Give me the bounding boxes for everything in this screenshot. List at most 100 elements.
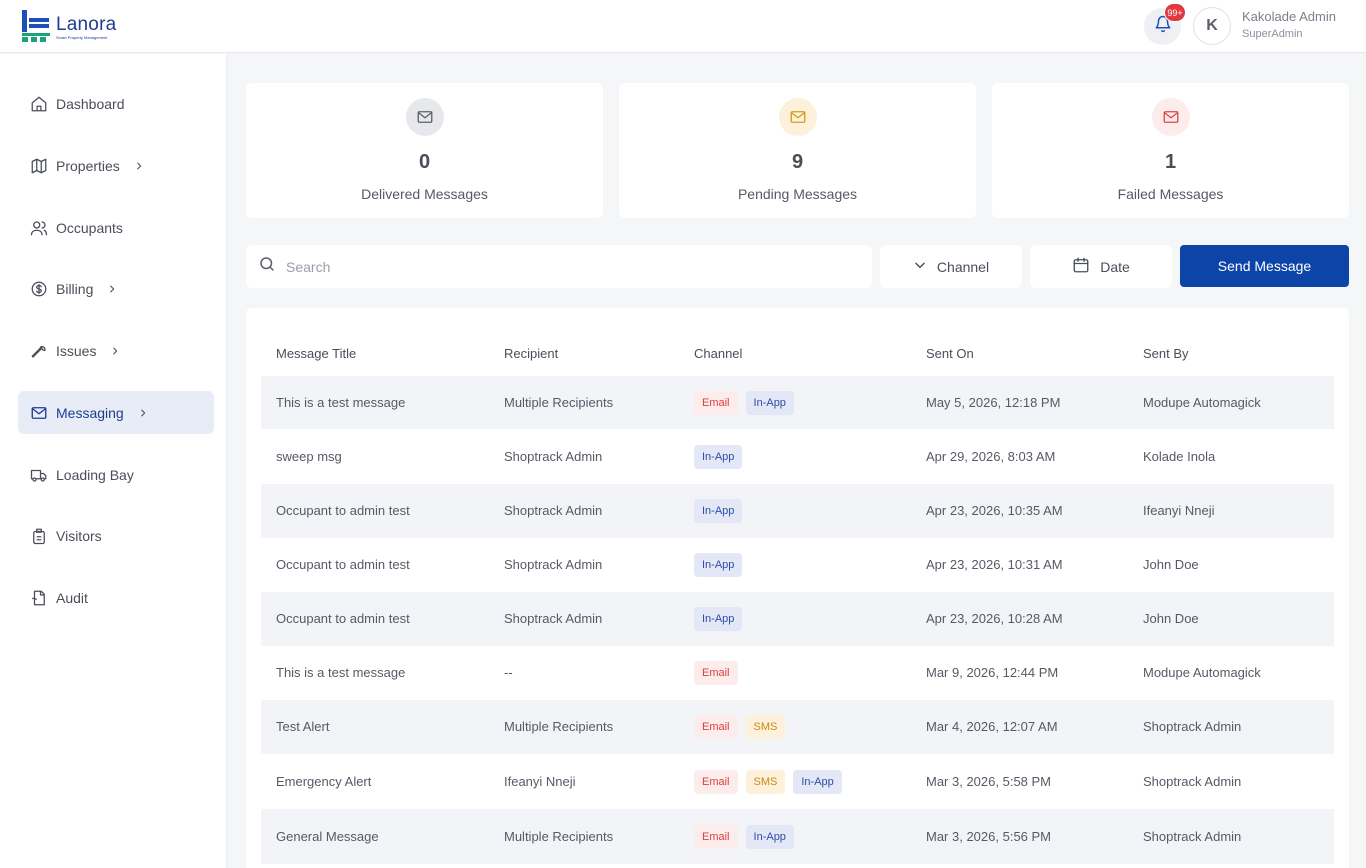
channel-chips: Email SMS <box>694 715 786 739</box>
stat-card-failed: 1 Failed Messages <box>992 83 1349 218</box>
sent-on: Mar 4, 2026, 12:07 AM <box>926 719 1058 734</box>
channel-filter-dropdown[interactable]: Channel <box>880 245 1022 288</box>
sidebar: Dashboard Properties Occupants Billing Issue… <box>0 54 227 868</box>
map-icon <box>30 157 48 175</box>
sidebar-item-label: Audit <box>56 589 88 606</box>
stat-value: 9 <box>791 151 804 173</box>
sidebar-item-dashboard[interactable]: Dashboard <box>18 82 214 125</box>
table-row[interactable]: Occupant to admin test Shoptrack Admin In-… <box>261 538 1334 592</box>
message-title: This is a test message <box>276 665 406 680</box>
calendar-icon <box>1072 256 1090 277</box>
column-header-channel[interactable]: Channel <box>694 346 743 361</box>
recipient: Shoptrack Admin <box>504 611 603 626</box>
channel-chips: In-App <box>694 607 743 631</box>
column-header-sent-on[interactable]: Sent On <box>926 346 974 361</box>
document-icon <box>30 589 48 607</box>
date-filter-button[interactable]: Date <box>1030 245 1172 288</box>
sent-by: Modupe Automagick <box>1143 395 1261 410</box>
column-header-recipient[interactable]: Recipient <box>504 346 559 361</box>
recipient: Shoptrack Admin <box>504 449 603 464</box>
channel-chip-inapp: In-App <box>745 825 794 849</box>
channel-chip-inapp: In-App <box>694 553 743 577</box>
sidebar-item-label: Messaging <box>56 404 124 421</box>
channel-chips: In-App <box>694 445 743 469</box>
table-header: Message Title Recipient Channel Sent On … <box>261 346 1334 366</box>
logo[interactable]: Lanora Smart Property Management <box>22 10 116 42</box>
logo-name: Lanora <box>56 14 117 35</box>
sidebar-item-label: Issues <box>56 342 97 359</box>
avatar[interactable]: K <box>1193 7 1231 45</box>
channel-chips: Email <box>694 661 738 685</box>
table-row[interactable]: Occupant to admin test Shoptrack Admin In-… <box>261 592 1334 646</box>
sent-by: John Doe <box>1143 611 1199 626</box>
sidebar-item-label: Billing <box>56 280 94 297</box>
channel-chip-inapp: In-App <box>793 770 842 794</box>
column-header-title[interactable]: Message Title <box>276 346 357 361</box>
channel-chip-inapp: In-App <box>694 499 743 523</box>
channel-chip-sms: SMS <box>745 770 786 794</box>
table-row[interactable]: Emergency Alert Ifeanyi Nneji Email SMS In-A… <box>261 754 1334 809</box>
user-role: SuperAdmin <box>1242 28 1303 40</box>
channel-chips: Email In-App <box>694 825 794 849</box>
stat-label: Failed Messages <box>1117 186 1224 202</box>
sidebar-item-label: Loading Bay <box>56 466 134 483</box>
table-row[interactable]: General Message Multiple Recipients Email I… <box>261 809 1334 864</box>
sent-on: Apr 23, 2026, 10:35 AM <box>926 503 1063 518</box>
user-name[interactable]: Kakolade Admin <box>1242 9 1336 24</box>
stat-value: 1 <box>1164 151 1177 173</box>
message-title: Occupant to admin test <box>276 611 410 626</box>
recipient: -- <box>504 665 513 680</box>
column-header-sent-by[interactable]: Sent By <box>1143 346 1189 361</box>
sidebar-item-visitors[interactable]: Visitors <box>18 514 214 557</box>
sidebar-item-audit[interactable]: Audit <box>18 576 214 619</box>
recipient: Multiple Recipients <box>504 719 614 734</box>
sidebar-item-messaging[interactable]: Messaging <box>18 391 214 434</box>
sidebar-item-loading-bay[interactable]: Loading Bay <box>18 453 214 496</box>
sent-by: Shoptrack Admin <box>1143 829 1242 844</box>
sent-on: Mar 3, 2026, 5:58 PM <box>926 774 1052 789</box>
logo-tagline: Smart Property Management <box>56 35 108 40</box>
message-title: Test Alert <box>276 719 330 734</box>
table-row[interactable]: sweep msg Shoptrack Admin In-App Apr 29, 20… <box>261 429 1334 484</box>
sent-by: Kolade Inola <box>1143 449 1216 464</box>
table-row[interactable]: Occupant to admin test Shoptrack Admin In-… <box>261 484 1334 538</box>
users-icon <box>30 219 48 237</box>
chevron-right-icon <box>138 408 148 418</box>
channel-chip-sms: SMS <box>745 715 786 739</box>
recipient: Multiple Recipients <box>504 395 614 410</box>
recipient: Shoptrack Admin <box>504 557 603 572</box>
badge-icon <box>30 527 48 545</box>
channel-chip-inapp: In-App <box>694 607 743 631</box>
sent-on: Mar 9, 2026, 12:44 PM <box>926 665 1059 680</box>
search-box[interactable] <box>246 245 872 288</box>
table-row[interactable]: Test Alert Multiple Recipients Email SMS Mar… <box>261 700 1334 754</box>
send-message-button[interactable]: Send Message <box>1180 245 1349 287</box>
stat-card-pending: 9 Pending Messages <box>619 83 976 218</box>
message-title: This is a test message <box>276 395 406 410</box>
channel-filter-label: Channel <box>936 258 990 275</box>
search-input[interactable] <box>286 258 846 275</box>
sent-on: Apr 29, 2026, 8:03 AM <box>926 449 1056 464</box>
channel-chip-email: Email <box>694 770 738 794</box>
sidebar-item-occupants[interactable]: Occupants <box>18 206 214 249</box>
chevron-right-icon <box>107 284 117 294</box>
mail-icon <box>778 98 817 136</box>
channel-chip-email: Email <box>694 715 738 739</box>
channel-chip-email: Email <box>694 661 738 685</box>
channel-chip-email: Email <box>694 825 738 849</box>
sidebar-item-billing[interactable]: Billing <box>18 267 214 310</box>
sidebar-item-issues[interactable]: Issues <box>18 329 214 372</box>
sent-on: May 5, 2026, 12:18 PM <box>926 395 1061 410</box>
sidebar-item-label: Visitors <box>56 527 102 544</box>
table-row[interactable]: This is a test message Multiple Recipient… <box>261 376 1334 429</box>
table-row[interactable]: This is a test message -- Email Mar 9, 2026… <box>261 646 1334 700</box>
message-title: Emergency Alert <box>276 774 372 789</box>
sidebar-item-properties[interactable]: Properties <box>18 144 214 187</box>
wrench-icon <box>30 342 48 360</box>
channel-chip-inapp: In-App <box>745 391 794 415</box>
mail-icon <box>405 98 444 136</box>
stat-label: Delivered Messages <box>361 186 488 202</box>
dollar-circle-icon <box>30 280 48 298</box>
channel-chips: Email In-App <box>694 391 794 415</box>
sent-on: Mar 3, 2026, 5:56 PM <box>926 829 1052 844</box>
